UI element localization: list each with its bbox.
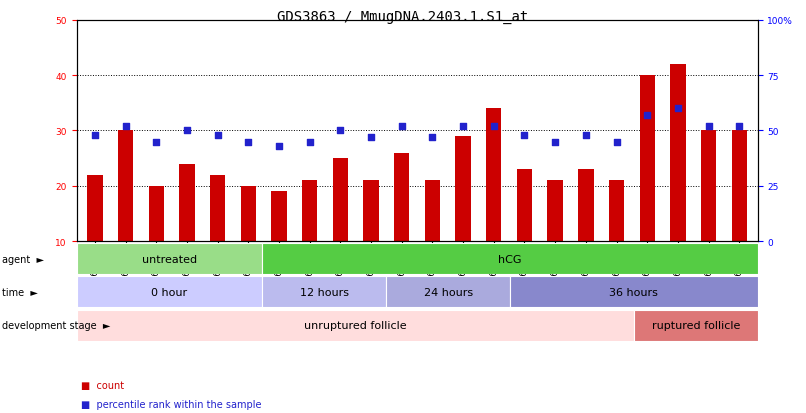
Point: [364, 135, 377, 141]
Bar: [210, 175, 226, 242]
Point: [426, 135, 439, 141]
Point: [518, 132, 531, 139]
Text: untreated: untreated: [142, 254, 197, 264]
Bar: [701, 131, 717, 242]
Point: [580, 132, 592, 139]
Text: development stage  ►: development stage ►: [2, 320, 110, 330]
Bar: [302, 181, 318, 242]
Bar: [634, 310, 758, 341]
Bar: [77, 310, 634, 341]
Point: [395, 123, 408, 130]
Bar: [732, 131, 747, 242]
Text: 24 hours: 24 hours: [423, 287, 472, 297]
Point: [488, 123, 501, 130]
Bar: [180, 164, 195, 242]
Bar: [510, 277, 758, 308]
Text: GDS3863 / MmugDNA.2403.1.S1_at: GDS3863 / MmugDNA.2403.1.S1_at: [277, 10, 529, 24]
Bar: [77, 277, 262, 308]
Bar: [547, 181, 563, 242]
Point: [303, 139, 316, 145]
Text: agent  ►: agent ►: [2, 254, 44, 264]
Bar: [517, 170, 532, 242]
Bar: [118, 131, 133, 242]
Point: [272, 143, 285, 150]
Text: unruptured follicle: unruptured follicle: [304, 320, 406, 330]
Bar: [333, 159, 348, 242]
Bar: [262, 244, 758, 275]
Bar: [364, 181, 379, 242]
Point: [671, 106, 684, 112]
Bar: [148, 186, 164, 242]
Point: [733, 123, 746, 130]
Bar: [455, 137, 471, 242]
Point: [181, 128, 193, 135]
Point: [211, 132, 224, 139]
Text: time  ►: time ►: [2, 287, 38, 297]
Point: [119, 123, 132, 130]
Bar: [272, 192, 287, 242]
Bar: [394, 153, 409, 242]
Bar: [578, 170, 593, 242]
Text: ■  percentile rank within the sample: ■ percentile rank within the sample: [81, 399, 261, 408]
Bar: [77, 244, 262, 275]
Point: [242, 139, 255, 145]
Bar: [386, 277, 510, 308]
Bar: [609, 181, 624, 242]
Bar: [262, 277, 386, 308]
Bar: [639, 76, 654, 242]
Text: 0 hour: 0 hour: [152, 287, 188, 297]
Text: ■  count: ■ count: [81, 380, 124, 390]
Point: [334, 128, 347, 135]
Point: [641, 112, 654, 119]
Text: 12 hours: 12 hours: [300, 287, 349, 297]
Point: [457, 123, 470, 130]
Point: [549, 139, 562, 145]
Point: [89, 132, 102, 139]
Bar: [241, 186, 256, 242]
Point: [610, 139, 623, 145]
Text: hCG: hCG: [498, 254, 521, 264]
Bar: [425, 181, 440, 242]
Text: 36 hours: 36 hours: [609, 287, 659, 297]
Point: [150, 139, 163, 145]
Bar: [671, 65, 686, 242]
Bar: [87, 175, 102, 242]
Point: [702, 123, 715, 130]
Bar: [486, 109, 501, 242]
Text: ruptured follicle: ruptured follicle: [651, 320, 740, 330]
